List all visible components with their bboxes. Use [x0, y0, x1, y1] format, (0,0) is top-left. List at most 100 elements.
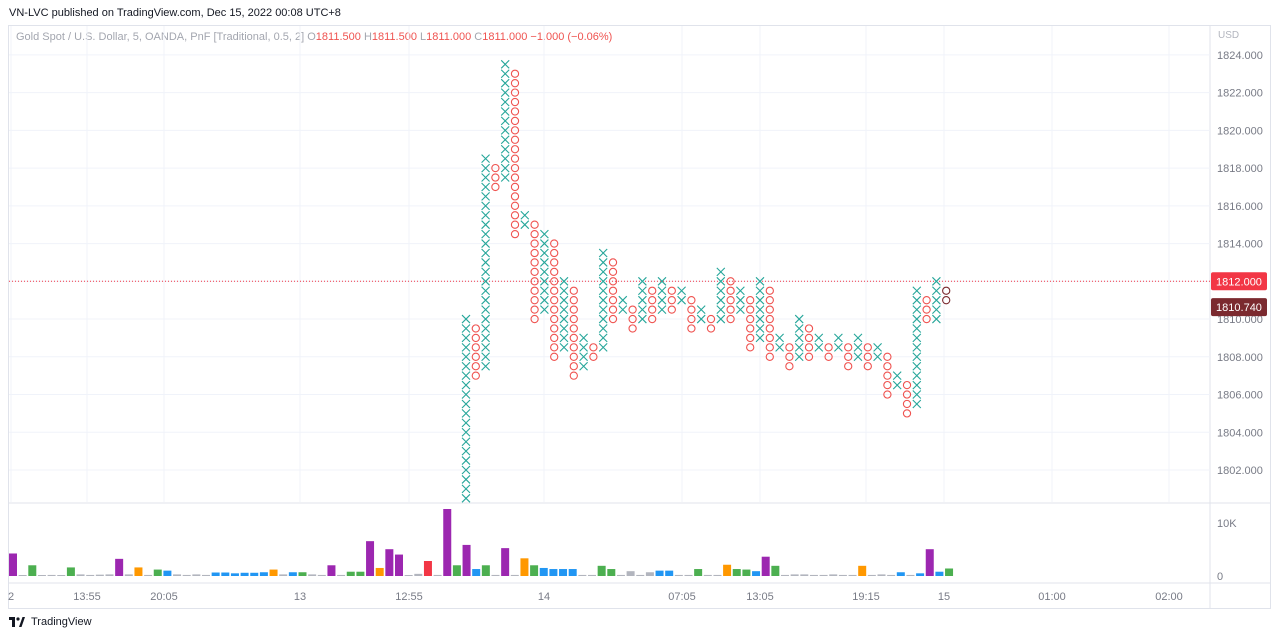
y-tick-label: 1816.000 [1217, 201, 1263, 213]
pnf-o-box [765, 343, 774, 352]
pnf-o-box [510, 173, 520, 182]
pnf-x-box [814, 333, 824, 343]
pnf-x-box [481, 239, 490, 248]
pnf-o-box [746, 324, 755, 333]
pnf-o-box [608, 277, 618, 286]
pnf-o-box [628, 314, 637, 324]
volume-layer [9, 509, 954, 576]
pnf-x-box [618, 295, 628, 305]
pnf-x-box [814, 342, 824, 352]
pnf-x-box [794, 314, 804, 324]
volume-bar [607, 569, 616, 576]
pnf-x-box [794, 342, 804, 352]
pnf-x-box [598, 248, 608, 258]
pnf-x-box [775, 342, 784, 352]
volume-bar [645, 572, 654, 576]
pnf-o-box [883, 390, 892, 399]
price-badge-bg [1211, 272, 1267, 291]
volume-bar [124, 574, 133, 576]
pnf-o-box [785, 352, 794, 361]
pnf-o-box [608, 296, 618, 305]
pnf-x-box [481, 342, 490, 352]
volume-bar [925, 549, 934, 576]
y-tick-label: 1806.000 [1217, 390, 1263, 402]
pnf-x-box [638, 305, 647, 315]
legend-close-label: C [474, 31, 483, 43]
pnf-x-box [579, 361, 588, 371]
footer-brand[interactable]: TradingView [9, 616, 92, 628]
pnf-x-box [755, 286, 765, 296]
pnf-o-box [883, 352, 892, 361]
pnf-o-column [883, 352, 892, 399]
volume-bar [57, 575, 66, 576]
pnf-o-box [471, 362, 480, 371]
pnf-x-box [481, 352, 490, 362]
volume-bar [86, 574, 95, 576]
pnf-o-box [844, 343, 853, 352]
last-value-badge: 1810.740 [1211, 298, 1267, 317]
pnf-o-box [687, 324, 696, 333]
legend-high: 1811.500 [371, 31, 417, 43]
pnf-x-box [481, 182, 490, 192]
volume-bar [259, 572, 268, 576]
pnf-o-box [510, 88, 520, 97]
volume-bar [192, 574, 201, 576]
pnf-x-box [834, 342, 843, 352]
pnf-o-box [510, 107, 520, 116]
pnf-o-box [804, 352, 814, 361]
pnf-o-box [765, 305, 774, 314]
pnf-x-box [461, 484, 471, 494]
volume-bar [66, 567, 75, 576]
pnf-o-box [648, 305, 657, 314]
volume-bar [423, 560, 432, 576]
pnf-x-column [618, 295, 628, 315]
volume-bar [356, 571, 365, 576]
pnf-x-box [540, 239, 549, 248]
pnf-x-box [500, 163, 510, 173]
pnf-x-box [598, 276, 608, 286]
pnf-o-box [687, 296, 696, 305]
volume-bar [37, 575, 46, 576]
footer-brand-label: TradingView [31, 616, 92, 628]
volume-bar [626, 571, 635, 576]
pnf-o-box [942, 286, 951, 295]
pnf-x-box [932, 286, 941, 296]
pnf-x-box [873, 352, 882, 362]
pnf-x-box [461, 342, 471, 352]
pnf-x-box [598, 333, 608, 343]
pnf-o-box [844, 352, 853, 361]
pnf-o-box [726, 286, 735, 295]
pnf-x-box [677, 286, 686, 296]
pnf-x-box [559, 314, 569, 324]
pnf-x-box [461, 361, 471, 371]
pnf-o-box [530, 229, 539, 239]
pnf-x-box [500, 116, 510, 126]
volume-bar [636, 574, 645, 576]
pnf-o-column [510, 69, 520, 239]
volume-bar [887, 574, 896, 576]
volume-bar [18, 575, 27, 576]
volume-bar [549, 569, 558, 576]
legend-symbol[interactable]: Gold Spot / U.S. Dollar, 5, OANDA, PnF [… [16, 31, 305, 43]
x-tick-label: 13:05 [746, 591, 774, 603]
pnf-o-box [569, 296, 578, 305]
pnf-o-box [471, 371, 480, 380]
pnf-o-box [942, 296, 951, 305]
volume-bar [230, 573, 239, 576]
x-tick-label: 13 [294, 591, 306, 603]
volume-bar [781, 574, 789, 576]
pnf-o-box [510, 79, 520, 88]
volume-bar [694, 569, 703, 576]
volume-bar [838, 574, 847, 576]
volume-axis-label: 0 [1217, 571, 1223, 583]
pnf-x-box [657, 305, 667, 315]
volume-bar [105, 574, 114, 576]
volume-bar [28, 565, 37, 576]
pnf-x-box [559, 342, 569, 352]
pnf-x-box [912, 361, 922, 371]
pnf-x-box [892, 371, 902, 381]
pnf-o-box [510, 154, 520, 163]
pnf-o-box [569, 286, 578, 295]
pnf-x-box [481, 361, 490, 371]
